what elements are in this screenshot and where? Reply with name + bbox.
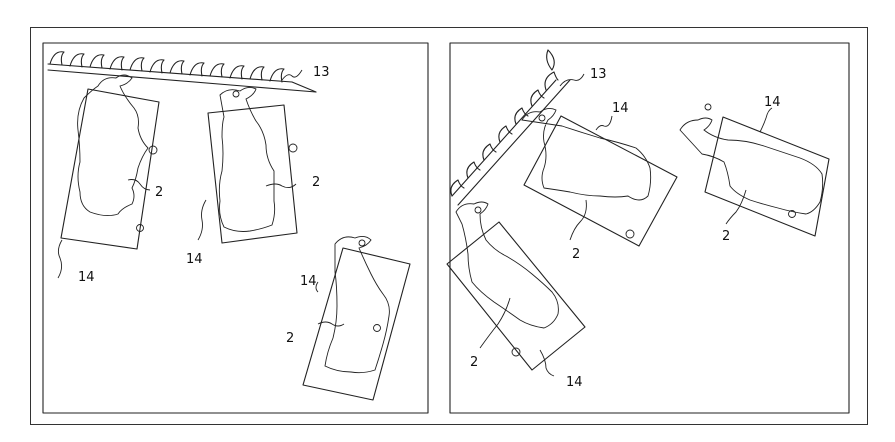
left-panel-border xyxy=(42,42,429,414)
label-14-right-b: 14 xyxy=(764,95,781,110)
label-13-left: 13 xyxy=(313,65,330,80)
left-rail xyxy=(47,51,317,93)
label-14-left-b: 14 xyxy=(186,252,203,267)
left-leaders xyxy=(57,69,345,327)
label-2-right-a: 2 xyxy=(572,247,580,262)
right-box-b xyxy=(679,103,830,237)
label-2-left-b: 2 xyxy=(312,175,320,190)
left-box-b xyxy=(207,86,298,244)
figure-frame xyxy=(30,27,868,425)
label-14-left-c: 14 xyxy=(300,274,317,289)
left-box-c xyxy=(302,235,411,401)
label-2-right-b: 2 xyxy=(722,229,730,244)
left-panel: 13 2 2 2 14 14 14 xyxy=(42,42,429,414)
right-panel: 13 14 14 14 2 2 2 xyxy=(446,42,850,414)
label-2-right-c: 2 xyxy=(470,355,478,370)
right-leaders xyxy=(479,73,773,377)
label-14-left-a: 14 xyxy=(78,270,95,285)
label-14-right-c: 14 xyxy=(566,375,583,390)
right-box-c xyxy=(446,201,586,371)
label-13-right: 13 xyxy=(590,67,607,82)
right-rail xyxy=(450,49,571,206)
label-2-left-a: 2 xyxy=(155,185,163,200)
left-box-a xyxy=(60,74,160,250)
right-panel-border xyxy=(449,42,850,414)
right-box-a xyxy=(521,107,678,247)
label-2-left-c: 2 xyxy=(286,331,294,346)
label-14-right-a: 14 xyxy=(612,101,629,116)
